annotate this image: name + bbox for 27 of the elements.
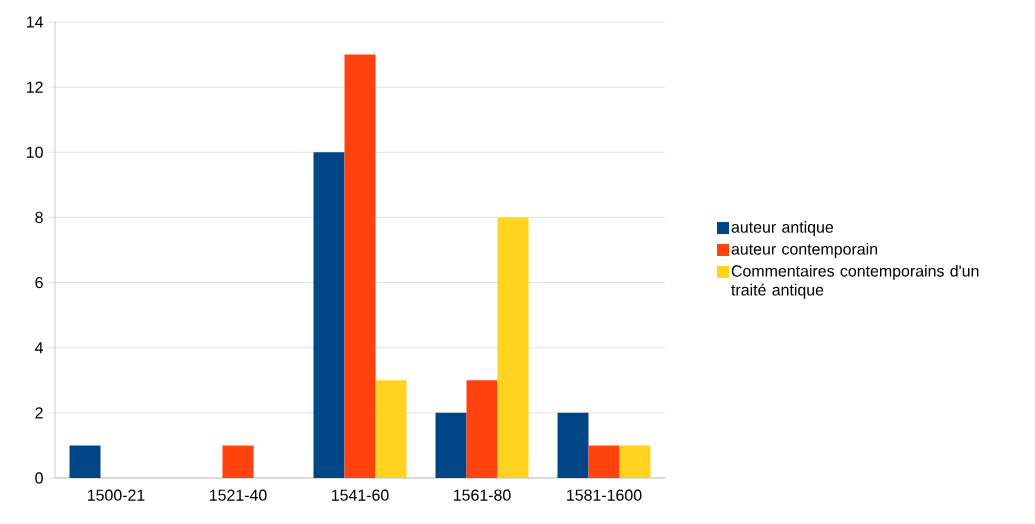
legend-label: Commentaires contemporains d'un traité antique xyxy=(731,264,979,299)
bar xyxy=(557,412,589,478)
legend-label: auteur antique xyxy=(731,221,834,236)
y-tick-label: 8 xyxy=(35,211,43,224)
bar xyxy=(222,445,254,478)
x-tick-label: 1561-80 xyxy=(453,489,511,501)
bar xyxy=(588,445,620,478)
bar xyxy=(435,412,467,478)
x-tick-label: 1541-60 xyxy=(331,489,389,501)
x-tick-label: 1500-21 xyxy=(87,489,145,501)
bar xyxy=(344,54,376,478)
x-tick-label: 1521-40 xyxy=(209,489,267,501)
legend-label: auteur contemporain xyxy=(731,243,878,258)
bar xyxy=(497,217,529,478)
x-tick-label: 1581-1600 xyxy=(567,489,642,501)
y-tick-label: 0 xyxy=(35,472,43,484)
y-tick-label: 4 xyxy=(34,342,44,354)
y-tick-label: 12 xyxy=(26,81,43,93)
bar xyxy=(375,380,407,478)
bar xyxy=(619,445,651,478)
y-tick-label: 10 xyxy=(26,146,43,158)
y-tick-label: 14 xyxy=(26,16,44,28)
y-tick-label: 6 xyxy=(35,276,43,289)
bar xyxy=(466,380,498,478)
bar xyxy=(69,445,101,478)
bar xyxy=(313,152,345,478)
y-tick-label: 2 xyxy=(35,407,43,419)
